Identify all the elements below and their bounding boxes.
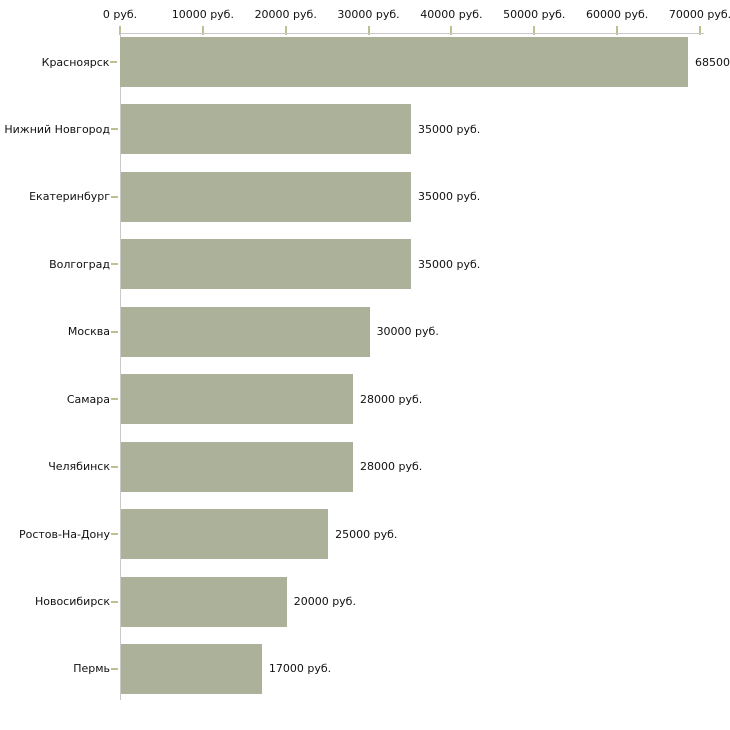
value-label: 35000 руб.: [418, 257, 481, 271]
category-tick-mark: [111, 398, 118, 401]
category-label: Екатеринбург: [29, 190, 110, 204]
bar-row: Нижний Новгород 35000 руб.: [0, 104, 730, 155]
category-label: Самара: [66, 392, 110, 406]
x-axis-tick-mark: [533, 26, 536, 35]
category-tick-mark: [111, 330, 118, 333]
x-axis-tick-label: 20000 руб.: [254, 8, 317, 21]
category-tick-mark: [111, 600, 118, 603]
x-axis-tick-label: 30000 руб.: [337, 8, 400, 21]
category-label: Нижний Новгород: [4, 122, 110, 136]
x-axis-tick-mark: [367, 26, 370, 35]
bar: [121, 576, 287, 627]
bar-rows: Красноярск 68500 Нижний Новгород 35000 руб.…: [0, 37, 730, 694]
category-label: Волгоград: [49, 257, 110, 271]
bar: [121, 239, 411, 290]
bar-row: Москва 30000 руб.: [0, 306, 730, 357]
x-axis-tick-label: 70000 руб.: [668, 8, 730, 21]
bar-row: Красноярск 68500: [0, 37, 730, 87]
x-axis-tick-mark: [450, 26, 453, 35]
category-label: Москва: [67, 325, 110, 339]
bar-row: Челябинск 28000 руб.: [0, 441, 730, 492]
x-axis-tick-label: 60000 руб.: [586, 8, 649, 21]
x-axis-tick-mark: [119, 26, 121, 35]
x-axis-tick-mark: [284, 26, 287, 35]
bar: [121, 643, 262, 694]
bar-row: Волгоград 35000 руб.: [0, 239, 730, 290]
x-axis-line: [120, 33, 704, 34]
bar: [121, 104, 411, 155]
x-axis-tick-label: 0 руб.: [102, 8, 138, 21]
value-label: 28000 руб.: [360, 460, 423, 474]
category-tick-mark: [111, 465, 118, 468]
bar: [121, 509, 329, 560]
bar-row: Самара 28000 руб.: [0, 374, 730, 425]
x-axis-tick-label: 40000 руб.: [420, 8, 483, 21]
value-label: 28000 руб.: [360, 392, 423, 406]
category-label: Ростов-На-Дону: [18, 527, 110, 541]
category-tick-mark: [110, 61, 118, 63]
x-axis-tick-mark: [201, 26, 204, 35]
x-axis-tick-mark: [616, 26, 619, 35]
bar: [121, 171, 411, 222]
value-label: 35000 руб.: [418, 122, 481, 136]
value-label: 68500: [695, 55, 730, 69]
value-label: 20000 руб.: [293, 595, 356, 608]
bar-row: Новосибирск 20000 руб.: [0, 576, 730, 627]
value-label: 30000 руб.: [376, 325, 439, 339]
bar-row: Екатеринбург 35000 руб.: [0, 171, 730, 222]
category-tick-mark: [111, 667, 118, 670]
bar: [121, 441, 353, 492]
category-label: Челябинск: [48, 460, 110, 474]
category-label: Красноярск: [41, 55, 110, 69]
bar: [121, 374, 353, 425]
bar: [121, 306, 370, 357]
category-tick-mark: [111, 263, 118, 266]
bar: [120, 37, 688, 87]
x-axis-tick-mark: [699, 26, 701, 35]
value-label: 17000 руб.: [268, 662, 332, 676]
category-label: Пермь: [73, 662, 110, 676]
value-label: 35000 руб.: [418, 190, 481, 204]
category-tick-mark: [111, 128, 118, 131]
value-label: 25000 руб.: [335, 527, 398, 541]
bar-row: Ростов-На-Дону 25000 руб.: [0, 509, 730, 560]
x-axis-tick-label: 50000 руб.: [503, 8, 566, 21]
x-axis-tick-label: 10000 руб.: [171, 8, 234, 21]
category-label: Новосибирск: [34, 595, 110, 608]
category-tick-mark: [111, 195, 118, 198]
y-axis-line: [120, 33, 121, 700]
category-tick-mark: [111, 533, 118, 536]
bar-row: Пермь 17000 руб.: [0, 643, 730, 694]
